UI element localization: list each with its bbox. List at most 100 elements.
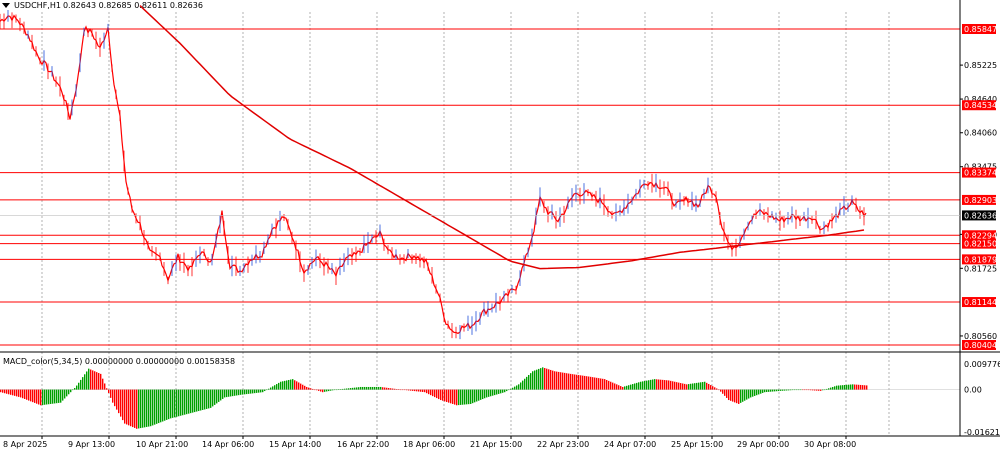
- macd-bar: [94, 371, 96, 390]
- macd-bar: [182, 389, 184, 416]
- macd-bar: [824, 389, 826, 391]
- macd-bar: [62, 389, 64, 401]
- macd-bar: [664, 380, 666, 390]
- macd-bar: [376, 386, 378, 390]
- macd-bar: [240, 389, 242, 395]
- macd-bar: [448, 389, 450, 403]
- level-labels: 0.85847 0.84534 0.83374 0.82903 0.822940.821…: [962, 24, 997, 350]
- macd-bar: [186, 389, 188, 415]
- macd-bar: [80, 379, 82, 390]
- macd-bar: [734, 389, 736, 403]
- macd-bar: [762, 389, 764, 393]
- price-tick-label: 0.81725: [964, 264, 997, 273]
- macd-bar: [320, 389, 322, 392]
- price-tick-label: 0.84060: [964, 129, 997, 138]
- time-tick-label: 18 Apr 06:00: [403, 440, 455, 449]
- level-label-1: 0.84534: [964, 101, 997, 110]
- macd-bar: [586, 376, 588, 390]
- macd-bar: [692, 383, 694, 390]
- macd-bar: [6, 389, 8, 394]
- macd-bar: [730, 389, 732, 401]
- macd-bar: [228, 389, 230, 397]
- macd-bar: [516, 385, 518, 390]
- horizontal-levels[interactable]: [0, 28, 960, 346]
- macd-bar: [598, 378, 600, 390]
- macd-bar: [144, 389, 146, 428]
- macd-bar: [744, 389, 746, 401]
- macd-bar: [274, 385, 276, 390]
- macd-bar: [48, 389, 50, 405]
- macd-bar: [714, 387, 716, 390]
- macd-bar: [576, 374, 578, 390]
- macd-bar: [136, 389, 138, 429]
- macd-bar: [604, 379, 606, 390]
- macd-bar: [628, 385, 630, 390]
- macd-bar: [746, 389, 748, 400]
- time-axis-ticks: 8 Apr 2025 9 Apr 13:00 10 Apr 21:00 14 Apr …: [3, 436, 856, 449]
- dropdown-triangle-icon[interactable]: [2, 3, 10, 8]
- level-label-4: 0.82294: [964, 231, 997, 240]
- macd-bar: [524, 378, 526, 390]
- macd-bar: [266, 389, 268, 391]
- time-tick-label: 8 Apr 2025: [3, 440, 47, 449]
- macd-bar: [592, 377, 594, 390]
- macd-bar: [150, 389, 152, 427]
- macd-bar: [846, 384, 848, 390]
- macd-bar: [32, 389, 34, 403]
- macd-bar: [656, 379, 658, 390]
- macd-bar: [104, 383, 106, 390]
- macd-bar: [540, 368, 542, 390]
- macd-bar: [472, 389, 474, 404]
- level-label-bg: [962, 254, 996, 265]
- macd-bar: [156, 389, 158, 424]
- time-tick-label: 21 Apr 15:00: [470, 440, 522, 449]
- macd-bar: [358, 387, 360, 390]
- macd-bar: [554, 371, 556, 390]
- macd-bar: [602, 378, 604, 390]
- macd-bar: [556, 371, 558, 390]
- macd-bar: [828, 388, 830, 390]
- macd-bar: [8, 389, 10, 395]
- macd-bar: [114, 389, 116, 407]
- macd-bar: [54, 389, 56, 404]
- macd-bar: [304, 385, 306, 390]
- macd-bar: [314, 389, 316, 391]
- price-tick-label: 0.80560: [964, 332, 997, 341]
- macd-bar: [738, 389, 740, 404]
- price-line: [0, 14, 867, 335]
- macd-bar: [808, 389, 810, 391]
- macd-bar: [760, 389, 762, 394]
- macd-bar: [728, 389, 730, 401]
- macd-bar: [830, 387, 832, 390]
- macd-bar: [600, 378, 602, 390]
- macd-bar: [852, 384, 854, 390]
- macd-bar: [678, 382, 680, 390]
- macd-bar: [750, 389, 752, 398]
- macd-bar: [38, 389, 40, 405]
- macd-bar: [410, 389, 412, 391]
- macd-bar: [394, 388, 396, 390]
- macd-bar: [458, 389, 460, 406]
- macd-bar: [86, 371, 88, 390]
- macd-bar: [630, 384, 632, 390]
- macd-bar: [668, 380, 670, 390]
- macd-bar: [638, 382, 640, 390]
- macd-bar: [838, 385, 840, 390]
- macd-bar: [388, 388, 390, 390]
- macd-bar: [188, 389, 190, 414]
- macd-bar: [428, 389, 430, 395]
- macd-bar: [230, 389, 232, 397]
- macd-bar: [726, 389, 728, 398]
- macd-bar: [716, 388, 718, 390]
- macd-bar: [842, 385, 844, 390]
- macd-bar: [406, 389, 408, 391]
- macd-bar: [14, 389, 16, 396]
- macd-bar: [636, 382, 638, 390]
- macd-scale-label: 0.00: [964, 386, 982, 395]
- macd-bar: [134, 389, 136, 428]
- macd-bar: [178, 389, 180, 417]
- macd-bar: [298, 382, 300, 390]
- macd-bar: [520, 382, 522, 390]
- macd-bar: [260, 389, 262, 393]
